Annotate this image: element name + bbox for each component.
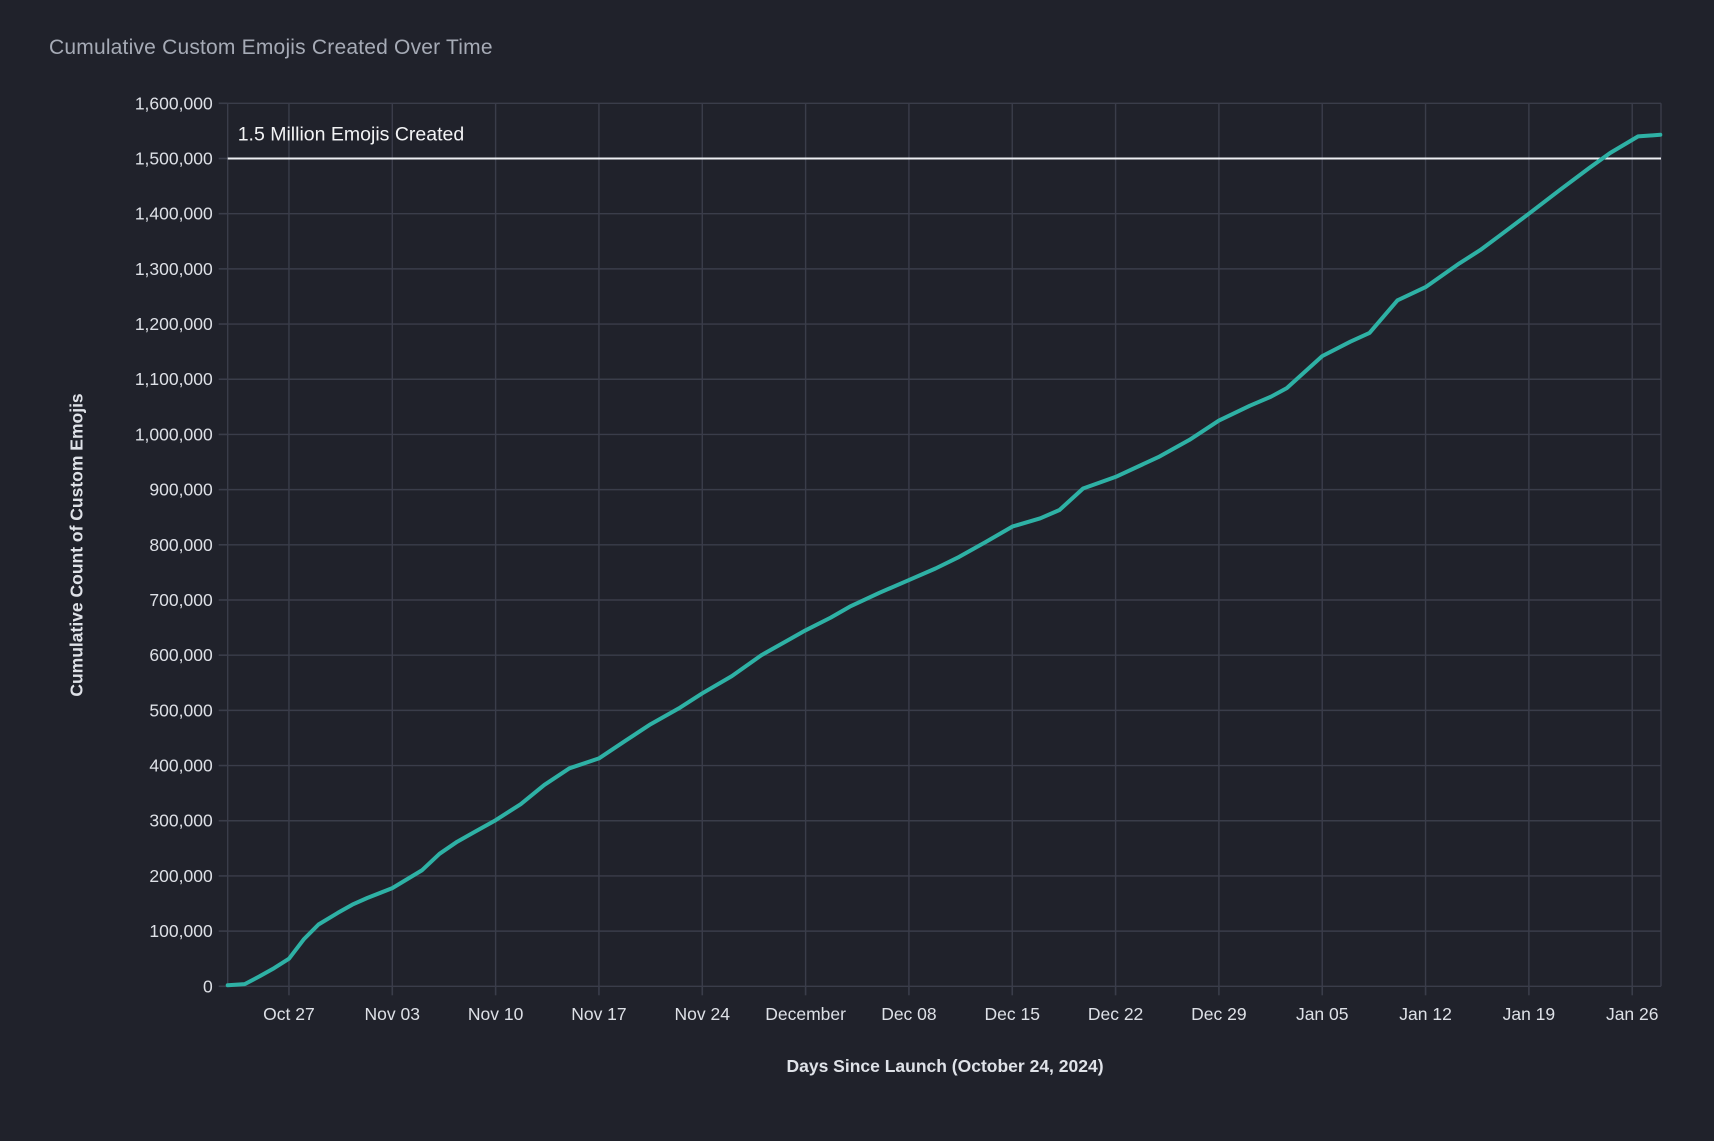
x-tick-label: Jan 05 — [1296, 1004, 1349, 1024]
y-tick-label: 1,000,000 — [135, 424, 213, 444]
chart-title: Cumulative Custom Emojis Created Over Ti… — [49, 36, 493, 59]
x-tick-label: Nov 10 — [468, 1004, 524, 1024]
x-tick-label: December — [765, 1004, 846, 1024]
x-tick-label: Nov 17 — [571, 1004, 626, 1024]
x-tick-label: Oct 27 — [263, 1004, 315, 1024]
cumulative-emojis-line — [225, 132, 1663, 988]
y-tick-label: 1,600,000 — [135, 93, 213, 113]
x-tick-label: Jan 19 — [1503, 1004, 1556, 1024]
y-tick-label: 100,000 — [149, 921, 213, 941]
y-axis-title: Cumulative Count of Custom Emojis — [66, 393, 87, 697]
x-tick-label: Jan 12 — [1399, 1004, 1452, 1024]
x-axis-title: Days Since Launch (October 24, 2024) — [786, 1056, 1104, 1076]
x-tick-label: Nov 24 — [675, 1004, 731, 1024]
y-tick-label: 500,000 — [149, 700, 213, 720]
y-tick-label: 400,000 — [149, 756, 213, 776]
y-tick-label: 900,000 — [149, 480, 213, 500]
y-tick-label: 600,000 — [149, 645, 213, 665]
x-tick-label: Dec 29 — [1191, 1004, 1246, 1024]
y-tick-label: 0 — [203, 976, 213, 996]
x-tick-label: Dec 08 — [881, 1004, 936, 1024]
x-tick-label: Jan 26 — [1606, 1004, 1659, 1024]
y-tick-label: 1,200,000 — [135, 314, 213, 334]
x-tick-label: Dec 22 — [1088, 1004, 1143, 1024]
x-tick-label: Nov 03 — [365, 1004, 420, 1024]
y-tick-label: 1,300,000 — [135, 259, 213, 279]
y-tick-label: 200,000 — [149, 866, 213, 886]
y-tick-label: 700,000 — [149, 590, 213, 610]
y-tick-label: 1,400,000 — [135, 204, 213, 224]
y-tick-label: 1,500,000 — [135, 148, 213, 168]
y-tick-label: 800,000 — [149, 535, 213, 555]
y-tick-label: 1,100,000 — [135, 369, 213, 389]
x-tick-label: Dec 15 — [985, 1004, 1040, 1024]
y-tick-label: 300,000 — [149, 811, 213, 831]
threshold-annotation-label: 1.5 Million Emojis Created — [238, 123, 465, 145]
